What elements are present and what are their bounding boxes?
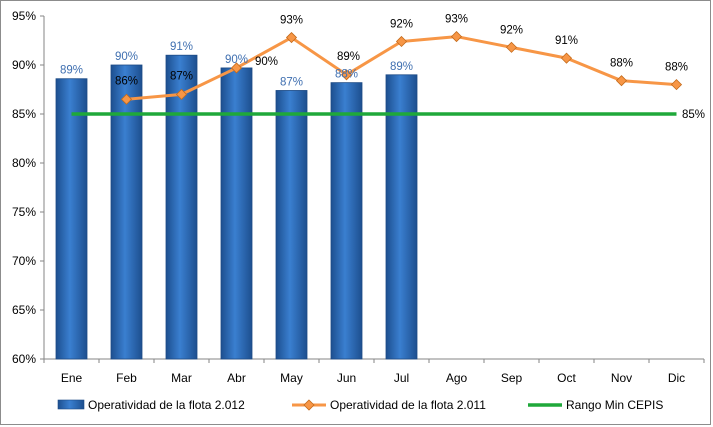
line-data-label: 93%	[280, 15, 303, 27]
bar-data-label: 90%	[115, 51, 138, 63]
y-tick-label: 95%	[12, 9, 36, 23]
line-data-label: 92%	[500, 24, 523, 36]
x-tick-label: Dic	[668, 371, 685, 385]
line-marker	[120, 93, 133, 105]
line-data-label: 86%	[115, 75, 138, 87]
bar	[55, 78, 88, 360]
line-marker	[395, 35, 408, 48]
y-tick-label: 80%	[12, 156, 36, 170]
bar-data-label: 89%	[390, 61, 413, 73]
line-marker	[285, 31, 298, 44]
x-tick-label: Jun	[337, 371, 356, 385]
bar	[385, 74, 418, 360]
reference-data-label: 85%	[682, 109, 705, 121]
line-series	[120, 31, 683, 105]
bar-data-label: 91%	[170, 41, 193, 53]
bar	[110, 64, 143, 360]
x-tick-label: Feb	[116, 371, 137, 385]
line-data-label: 87%	[170, 70, 193, 82]
x-tick-label: Sep	[501, 371, 523, 385]
line-data-label: 90%	[255, 56, 278, 68]
legend-key-marker	[303, 399, 315, 411]
y-tick-label: 75%	[12, 205, 36, 219]
line-marker	[560, 52, 573, 64]
line-data-label: 88%	[610, 58, 633, 70]
bar	[165, 54, 198, 360]
line-marker	[670, 79, 683, 91]
line-marker	[230, 62, 243, 74]
line-marker	[175, 88, 188, 100]
line-data-label: 92%	[390, 18, 413, 30]
bar	[220, 67, 253, 360]
legend-label-reference: Rango Min CEPIS	[566, 398, 663, 412]
bar-data-label: 87%	[280, 76, 303, 88]
y-tick-label: 65%	[12, 303, 36, 317]
bar-data-label: 89%	[60, 65, 83, 77]
y-tick-label: 60%	[12, 352, 36, 366]
bar	[330, 82, 363, 360]
line-marker	[340, 69, 353, 81]
y-tick-label: 85%	[12, 107, 36, 121]
line-data-label: 91%	[555, 35, 578, 47]
bar	[275, 90, 308, 360]
x-tick-label: Abr	[227, 371, 246, 385]
x-tick-label: May	[280, 371, 303, 385]
x-tick-label: Nov	[611, 371, 632, 385]
line-marker	[450, 31, 463, 43]
y-tick-label: 90%	[12, 58, 36, 72]
line-marker	[505, 41, 518, 53]
bar-data-label: 88%	[335, 69, 358, 81]
y-tick-label: 70%	[12, 254, 36, 268]
bar-data-label: 90%	[225, 54, 248, 66]
legend: Operatividad de la flota 2.012 Operativid…	[57, 398, 663, 412]
line-data-label: 89%	[337, 51, 360, 63]
line-marker	[615, 75, 628, 87]
x-tick-label: Ago	[446, 371, 468, 385]
x-tick-label: Ene	[61, 371, 83, 385]
axes: 60% 65% 70% 75% 80% 85% 90% 95% Ene Feb Mar Abr May J…	[12, 9, 705, 385]
x-tick-label: Mar	[171, 371, 192, 385]
legend-key-bar	[57, 399, 85, 410]
data-labels: 89%90%91%90%87%88%89%86% 87%90%93%89%92% 9…	[60, 14, 705, 121]
legend-label-bar: Operatividad de la flota 2.012	[88, 398, 245, 412]
legend-label-line: Operatividad de la flota 2.011	[330, 398, 486, 412]
line-data-label: 88%	[665, 62, 688, 74]
bar-series	[55, 54, 418, 360]
line-data-label: 93%	[445, 14, 468, 26]
x-tick-label: Jul	[394, 371, 409, 385]
x-tick-label: Oct	[557, 371, 576, 385]
